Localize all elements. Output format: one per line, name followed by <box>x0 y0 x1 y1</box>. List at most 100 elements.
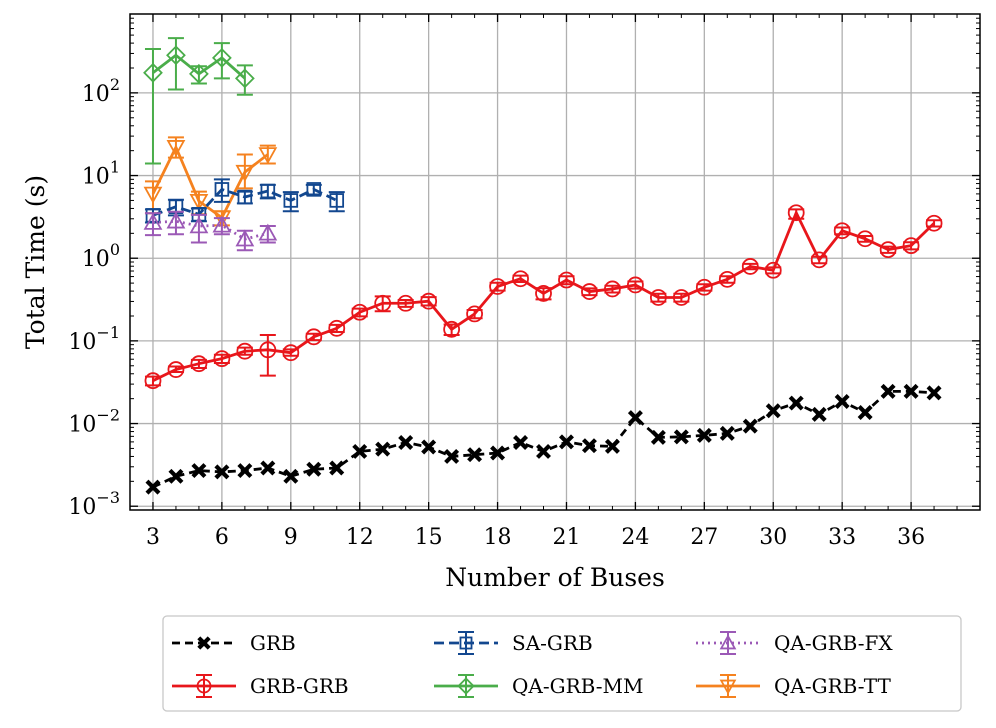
data-point <box>234 68 255 89</box>
x-tick-label: 15 <box>415 525 443 550</box>
data-point <box>237 463 253 479</box>
data-point <box>695 278 713 296</box>
data-point <box>719 679 737 695</box>
data-point <box>535 285 552 302</box>
data-point <box>857 405 873 420</box>
data-point <box>490 445 506 461</box>
data-point <box>833 222 851 240</box>
y-tick-label: 100 <box>82 240 120 272</box>
data-point <box>258 223 278 241</box>
series-grb-grb <box>144 204 943 390</box>
data-point <box>196 678 212 694</box>
data-point <box>719 425 735 441</box>
legend-label: QA-GRB-MM <box>512 674 643 698</box>
legend: GRB SA-GRB QA-GRB-FX GRB-GRB QA-GRB-MM QA-GRB… <box>162 615 962 712</box>
data-point <box>143 62 163 83</box>
data-point <box>260 460 276 476</box>
legend-label: GRB <box>250 631 296 655</box>
y-axis-label: Total Time (s) <box>21 175 50 349</box>
data-point <box>718 270 736 288</box>
data-point <box>189 193 209 211</box>
x-tick-label: 24 <box>621 525 649 550</box>
y-tick-label: 10−2 <box>68 406 120 438</box>
series-qa-grb-tt <box>143 136 278 228</box>
data-point <box>236 342 254 360</box>
data-point <box>489 278 506 295</box>
data-point <box>719 634 737 650</box>
data-point <box>212 215 232 233</box>
x-tick-label: 27 <box>690 525 718 550</box>
data-point <box>258 147 278 165</box>
data-point <box>329 193 345 208</box>
x-tick-label: 21 <box>552 525 580 550</box>
data-point <box>764 261 782 279</box>
data-point <box>903 383 919 399</box>
series-grb <box>145 383 942 495</box>
data-point <box>306 182 322 197</box>
legend-label: SA-GRB <box>512 631 593 655</box>
x-axis-label: Number of Buses <box>445 563 665 592</box>
data-point <box>672 289 690 306</box>
data-point <box>902 237 920 255</box>
series-line <box>152 187 338 217</box>
series-layer <box>143 37 943 495</box>
data-point <box>166 45 186 66</box>
data-point <box>810 251 828 269</box>
legend-label: QA-GRB-TT <box>774 674 891 698</box>
legend-label: QA-GRB-FX <box>774 631 893 655</box>
data-point <box>214 464 230 480</box>
series-line <box>151 145 269 219</box>
data-point <box>421 439 437 455</box>
data-point <box>398 435 414 450</box>
x-tick-label: 33 <box>828 525 856 550</box>
data-point <box>189 216 209 234</box>
data-point <box>459 636 473 650</box>
legend-item-qa-grb-fx: QA-GRB-FX <box>696 631 893 655</box>
x-tick-label: 6 <box>215 525 229 550</box>
data-point <box>375 441 391 457</box>
series-line <box>152 53 246 80</box>
data-point <box>189 63 209 84</box>
data-point <box>351 303 369 321</box>
data-point <box>329 460 345 476</box>
data-point <box>168 468 184 484</box>
grid-lines <box>130 14 980 510</box>
data-point <box>513 435 529 450</box>
data-point <box>811 406 827 422</box>
data-point <box>834 393 850 409</box>
data-point <box>536 443 551 459</box>
data-point <box>374 294 392 312</box>
data-point <box>213 350 231 368</box>
data-point <box>559 434 574 450</box>
data-point <box>581 283 598 300</box>
data-point <box>143 212 163 230</box>
data-point <box>581 438 597 454</box>
data-point <box>211 47 232 68</box>
legend-item-grb-grb: GRB-GRB <box>172 674 349 698</box>
data-point <box>144 372 162 390</box>
data-point <box>741 258 759 275</box>
data-point <box>259 341 277 359</box>
x-tick-label: 9 <box>284 525 298 550</box>
y-tick-label: 10−1 <box>68 323 120 355</box>
data-point <box>512 270 529 288</box>
data-point <box>788 395 804 411</box>
legend-item-qa-grb-tt: QA-GRB-TT <box>696 674 891 698</box>
data-point <box>282 344 300 362</box>
data-point <box>627 276 644 294</box>
data-point <box>604 280 621 298</box>
data-point <box>197 636 211 650</box>
data-point <box>856 230 874 248</box>
data-point <box>260 183 276 199</box>
data-point <box>444 448 460 464</box>
data-point <box>742 418 758 434</box>
data-point <box>145 479 161 495</box>
data-point <box>925 214 943 232</box>
data-point <box>235 229 255 247</box>
data-point <box>558 271 575 289</box>
y-tick-label: 102 <box>82 75 120 107</box>
data-point <box>283 193 299 208</box>
data-point <box>214 182 230 197</box>
data-point <box>283 468 299 484</box>
